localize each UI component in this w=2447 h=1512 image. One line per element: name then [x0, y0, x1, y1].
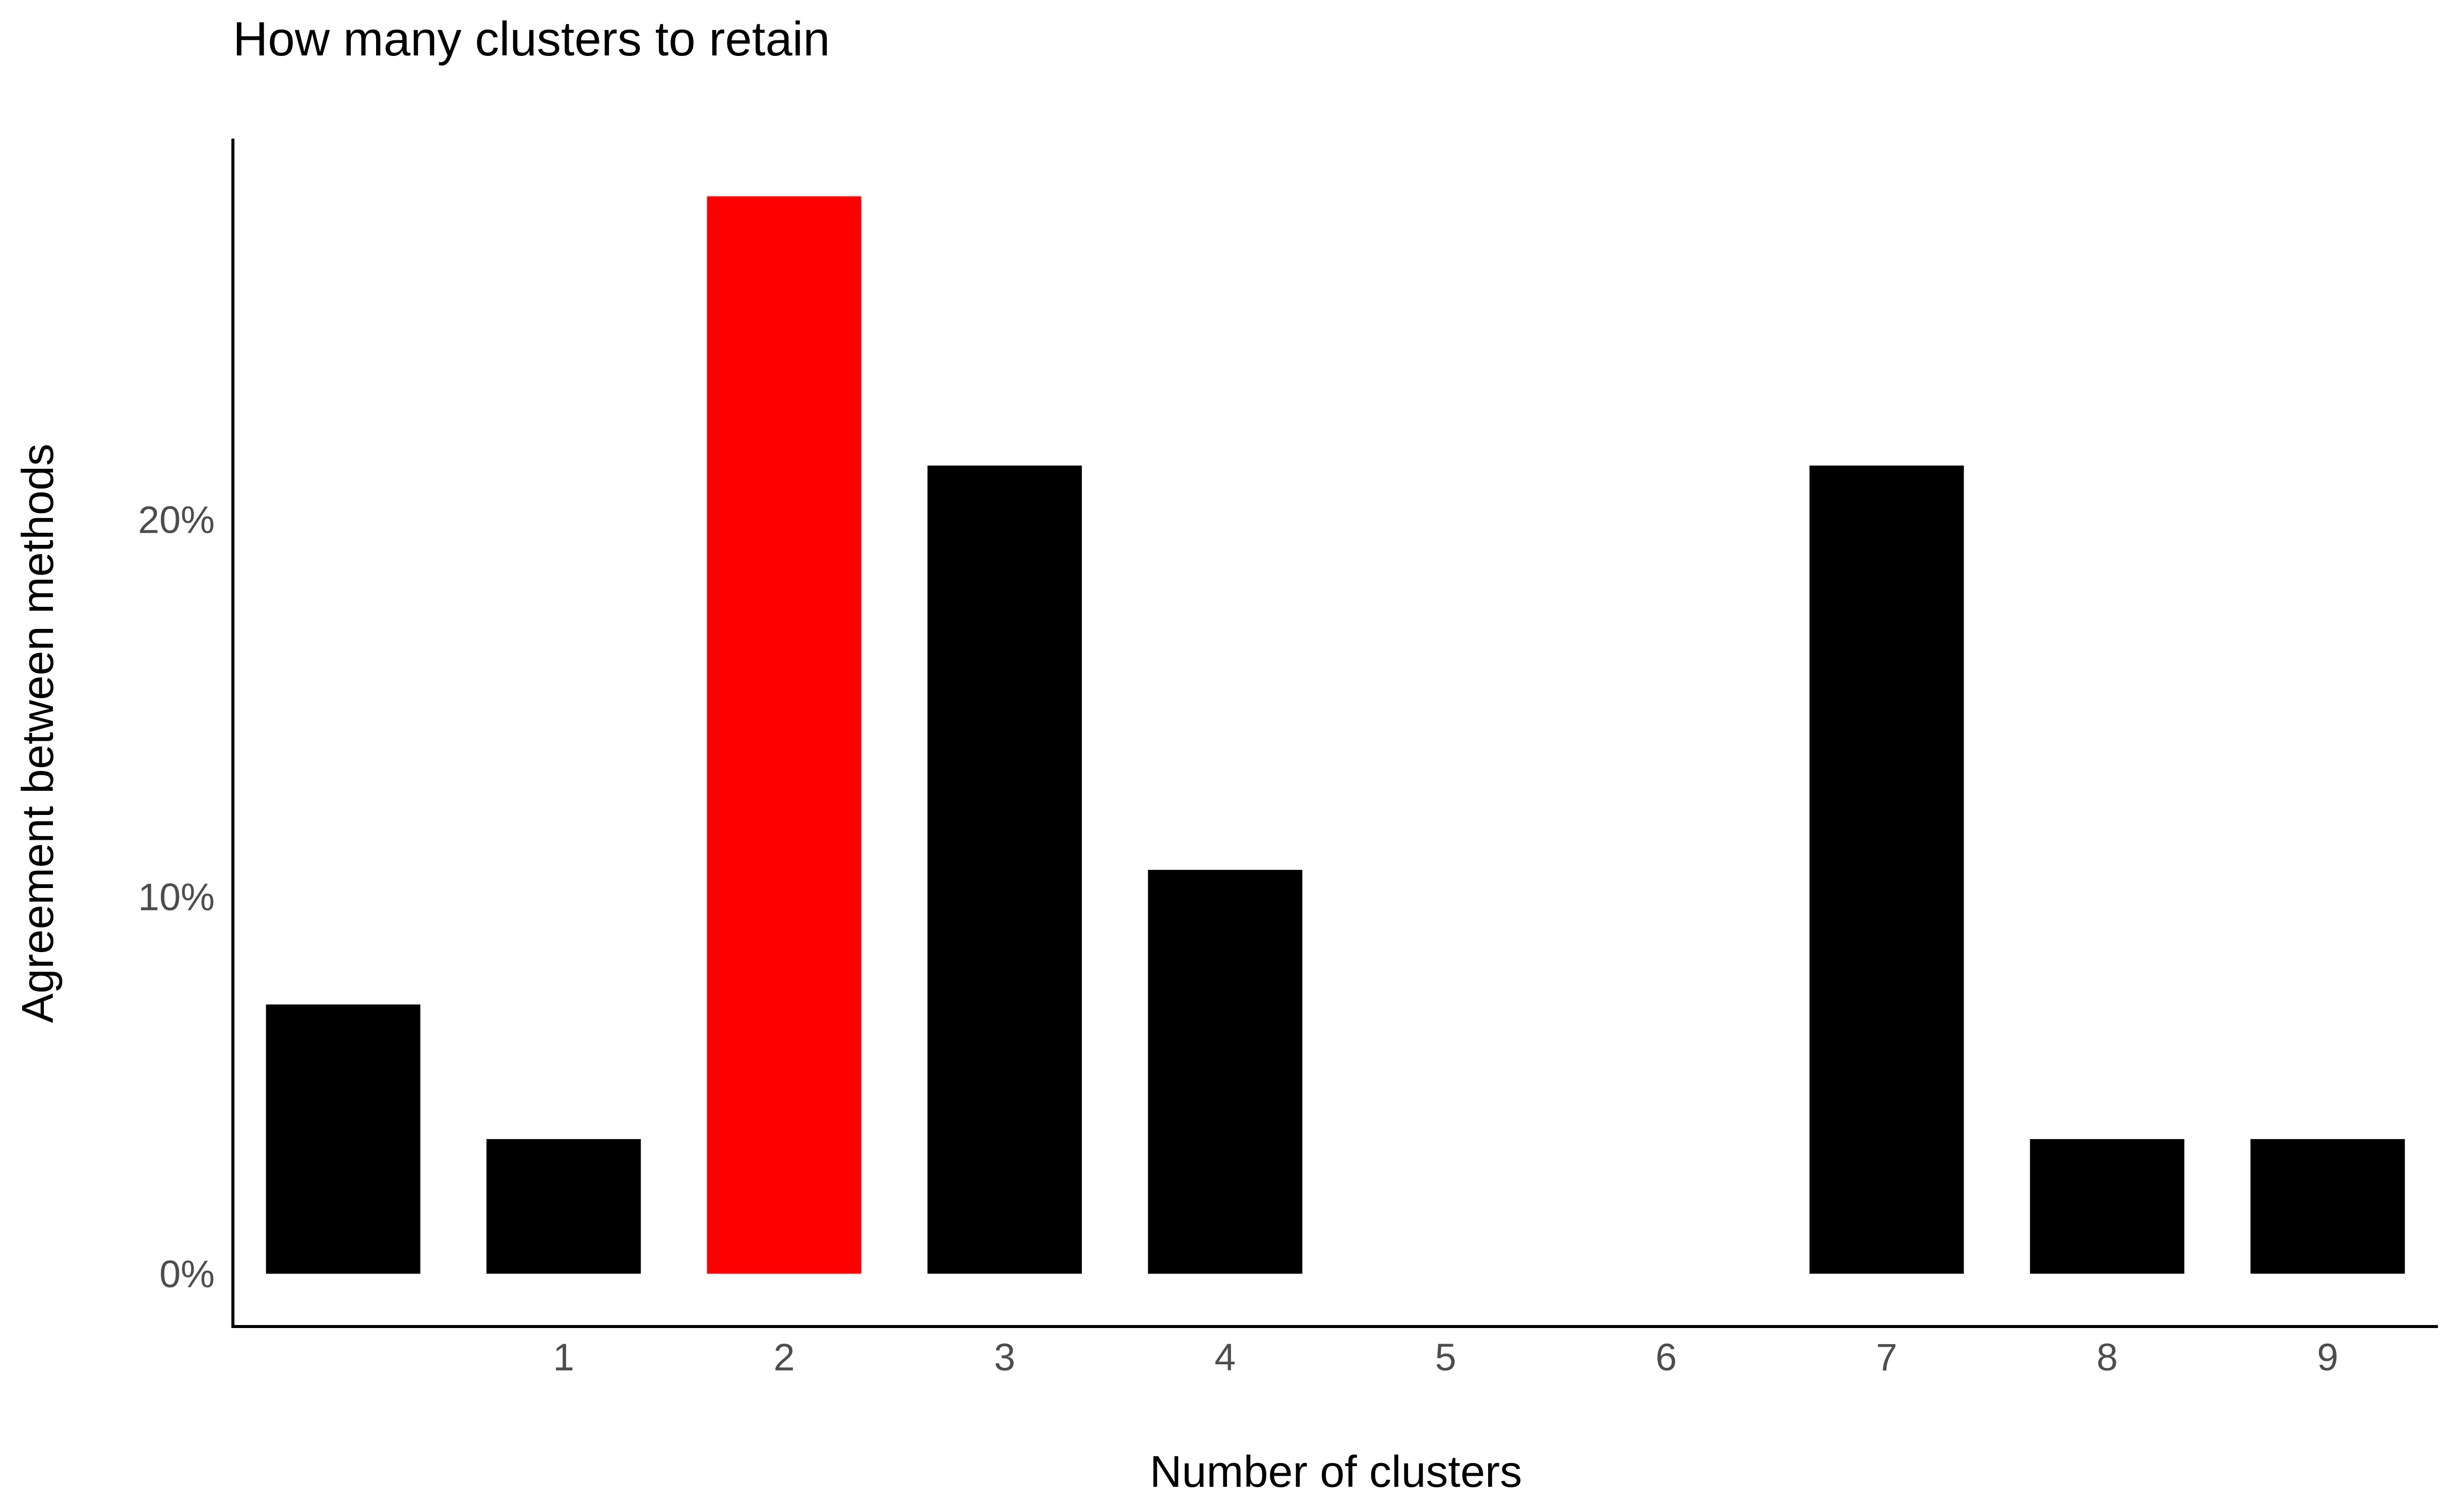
bar-4: [1148, 869, 1303, 1274]
y-axis-title: Agreement between methods: [13, 444, 63, 1023]
x-tick-label: 8: [2097, 1336, 2118, 1379]
y-tick-label: 0%: [159, 1253, 215, 1296]
x-tick-labels: 1 2 3 4 5 6 7 8 9: [553, 1336, 2338, 1379]
y-tick-label: 20%: [138, 499, 215, 542]
x-tick-label: 6: [1656, 1336, 1677, 1379]
x-tick-label: 7: [1876, 1336, 1897, 1379]
x-axis-title: Number of clusters: [1150, 1446, 1522, 1496]
y-tick-labels: 0% 10% 20%: [138, 499, 215, 1296]
bars: [266, 196, 2405, 1274]
plot-area: 0% 10% 20% 1 2 3 4 5 6 7 8 9: [138, 139, 2438, 1379]
bar-9: [2250, 1139, 2405, 1274]
bar-3: [927, 465, 1082, 1274]
bar-7: [1809, 465, 1964, 1274]
bar-2: [707, 196, 862, 1274]
x-tick-label: 3: [994, 1336, 1015, 1379]
x-tick-label: 9: [2317, 1336, 2338, 1379]
y-tick-label: 10%: [138, 876, 215, 919]
x-tick-label: 1: [553, 1336, 574, 1379]
x-tick-label: 5: [1435, 1336, 1456, 1379]
x-tick-label: 2: [773, 1336, 794, 1379]
chart-title: How many clusters to retain: [233, 12, 830, 66]
bar-8: [2030, 1139, 2184, 1274]
x-tick-label: 4: [1214, 1336, 1236, 1379]
bar-1: [486, 1139, 641, 1274]
bar-0: [266, 1004, 420, 1274]
